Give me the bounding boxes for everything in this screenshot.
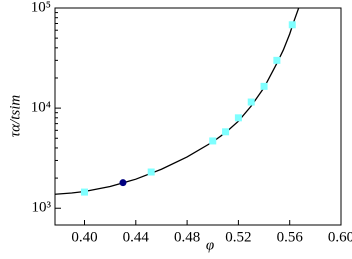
data-point <box>119 179 127 187</box>
y-tick-label: 10³ <box>32 200 52 216</box>
x-tick-label: 0.56 <box>277 229 304 245</box>
data-point <box>273 56 281 64</box>
y-tick-label: 10⁵ <box>31 0 51 15</box>
data-point <box>222 128 230 136</box>
data-point <box>147 168 155 176</box>
data-point <box>234 114 242 122</box>
fit-curve <box>55 8 300 195</box>
y-axis-label: τα/tsim <box>7 95 23 138</box>
data-point <box>247 98 255 106</box>
x-axis-label: φ <box>206 237 214 253</box>
x-tick-label: 0.40 <box>71 229 97 245</box>
data-point <box>260 82 268 90</box>
x-tick-label: 0.44 <box>123 229 150 245</box>
x-tick-label: 0.52 <box>225 229 251 245</box>
data-point <box>288 21 296 29</box>
data-point <box>80 188 88 196</box>
x-tick-label: 0.48 <box>174 229 200 245</box>
y-tick-label: 10⁴ <box>31 100 51 116</box>
data-point <box>209 137 217 145</box>
plot-frame <box>54 7 342 226</box>
x-tick-label: 0.60 <box>328 229 352 245</box>
